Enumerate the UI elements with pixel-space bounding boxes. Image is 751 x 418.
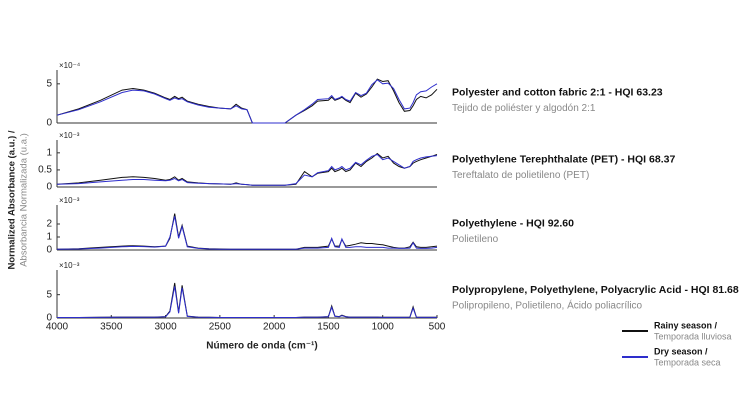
x-axis-label: Número de onda (cm⁻¹) [206, 341, 317, 352]
y-exponent: ×10⁻⁴ [59, 61, 81, 70]
spectrum-line [56, 78, 438, 124]
y-tick-label: 0 [46, 245, 52, 256]
spectrum-line [57, 286, 437, 318]
x-tick-label: 2000 [263, 322, 286, 333]
legend-sublabel: Temporada seca [654, 357, 721, 367]
y-tick-label: 2 [46, 219, 52, 230]
y-tick-label: 0.5 [38, 165, 52, 176]
y-exponent: ×10⁻³ [59, 196, 80, 205]
legend-sublabel: Temporada lluviosa [654, 331, 732, 341]
legend-label: Rainy season / [654, 320, 718, 330]
y-tick-label: 1 [46, 232, 52, 243]
y-exponent: ×10⁻³ [59, 131, 80, 140]
panel-title: Polyethylene - HQI 92.60 [452, 217, 574, 229]
legend-label: Dry season / [654, 346, 708, 356]
x-tick-label: 3000 [154, 322, 177, 333]
panel-subtitle: Polipropileno, Polietileno, Ácido poliac… [452, 299, 643, 312]
x-tick-label: 3500 [100, 322, 123, 333]
spectrum-line [56, 213, 438, 250]
spectrum-line [56, 152, 438, 186]
y-tick-label: 0 [46, 182, 52, 193]
panel-subtitle: Polietileno [452, 234, 499, 245]
y-axis-label: Normalized Absorbance (a.u.) / [7, 130, 18, 269]
y-exponent: ×10⁻³ [59, 261, 80, 270]
x-tick-label: 1500 [317, 322, 340, 333]
y-tick-label: 1 [46, 147, 52, 158]
panel-subtitle: Tejido de poliéster y algodón 2:1 [452, 103, 596, 114]
x-tick-label: 500 [429, 322, 446, 333]
panel-title: Polyester and cotton fabric 2:1 - HQI 63… [452, 86, 663, 98]
y-axis-label-2: Absorbancia Normalizada (u.a.) [19, 133, 30, 267]
spectrum-line [56, 153, 438, 186]
spectrum-line [56, 216, 438, 250]
spectrum-line [57, 282, 437, 318]
x-tick-label: 2500 [209, 322, 232, 333]
panel-subtitle: Tereftalato de polietileno (PET) [452, 170, 589, 181]
x-tick-label: 1000 [372, 322, 395, 333]
spectrum-line [56, 79, 438, 124]
y-tick-label: 0 [46, 313, 52, 324]
y-tick-label: 5 [46, 289, 52, 300]
panel-title: Polypropylene, Polyethylene, Polyacrylic… [452, 284, 739, 296]
panel-title: Polyethylene Terephthalate (PET) - HQI 6… [452, 153, 675, 165]
y-tick-label: 5 [46, 78, 52, 89]
y-tick-label: 0 [46, 118, 52, 129]
x-tick-label: 4000 [46, 322, 69, 333]
